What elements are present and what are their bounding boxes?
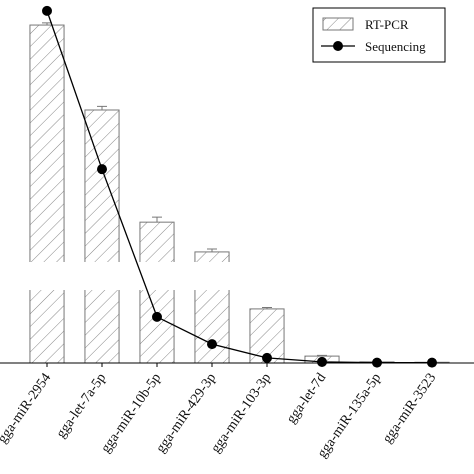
axis-break (0, 262, 474, 290)
point (317, 356, 327, 367)
legend-box (312, 7, 446, 63)
error-bar (262, 306, 272, 309)
legend-label: RT-PCR (365, 17, 409, 32)
point (97, 164, 107, 175)
legend-label: Sequencing (365, 39, 426, 54)
line (46, 10, 432, 364)
error-bar (97, 105, 107, 110)
x-tick-label: gga-let-7a-5p (54, 371, 110, 441)
point (152, 311, 162, 322)
x-tick-label: gga-let-7d (284, 371, 329, 427)
error-bar (152, 216, 162, 223)
point (42, 5, 52, 16)
bar (139, 221, 175, 364)
x-tick-label: gga-miR-3523 (380, 371, 439, 446)
legend-swatch (333, 41, 343, 51)
error-bar (317, 354, 327, 357)
point (207, 339, 217, 350)
x-tick-label: gga-miR-2954 (0, 371, 54, 446)
x-tick-label: gga-miR-10b-5p (98, 371, 164, 456)
x-tick-label: gga-miR-103-3p (208, 371, 274, 456)
point (262, 352, 272, 363)
error-bar (207, 248, 217, 252)
point (372, 357, 382, 368)
error-bar (42, 22, 52, 26)
bar (29, 24, 65, 364)
legend-swatch (322, 17, 354, 31)
point (427, 357, 437, 368)
bar (84, 109, 120, 364)
x-tick-label: gga-miR-429-3p (153, 371, 219, 456)
